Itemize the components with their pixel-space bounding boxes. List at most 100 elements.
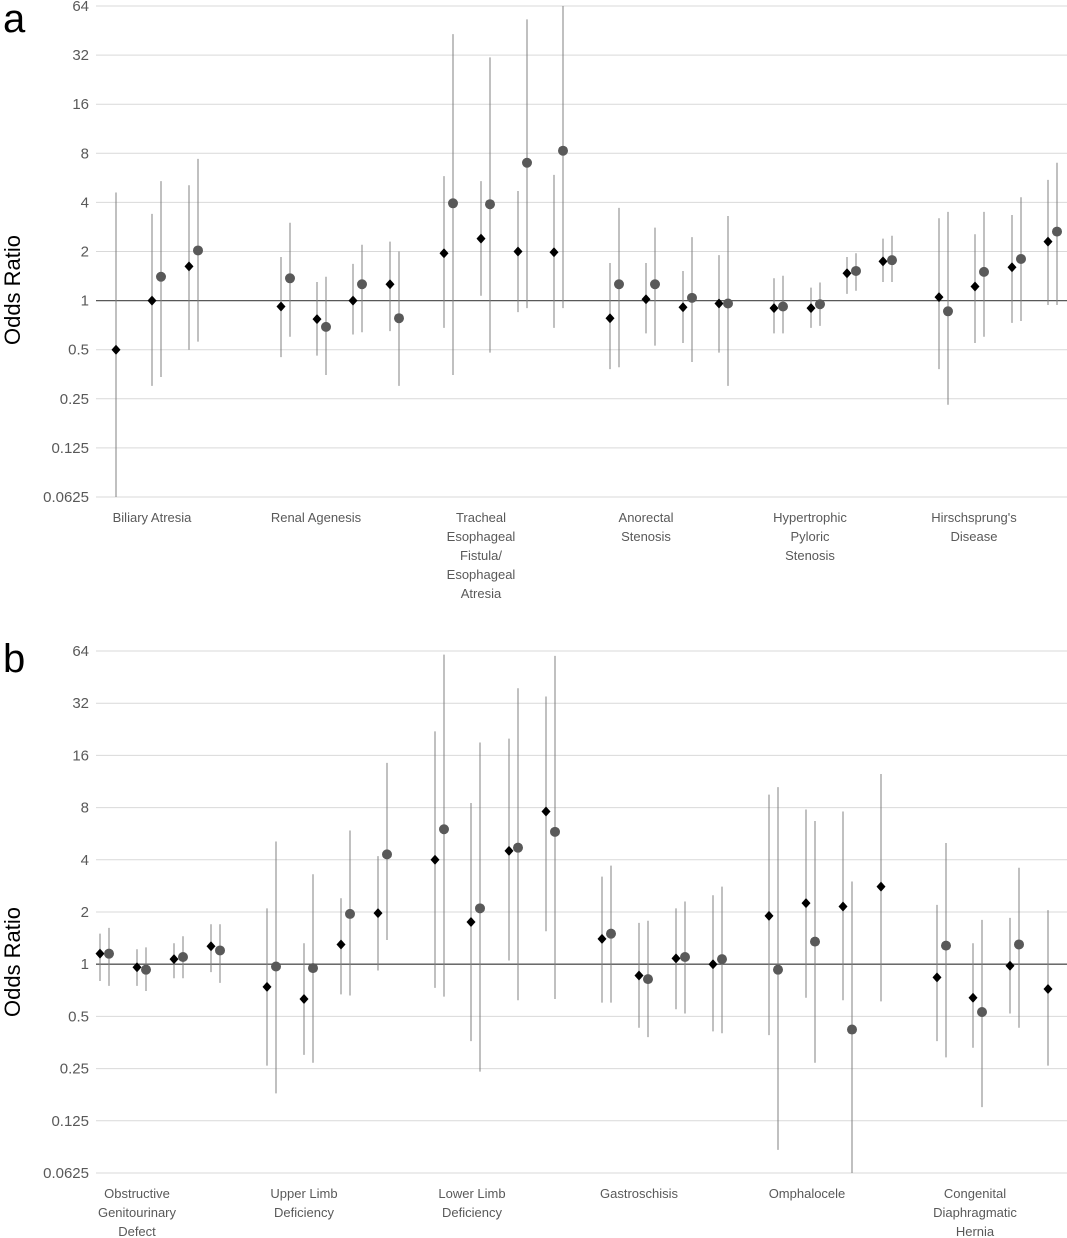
diamond-marker: [806, 303, 816, 314]
circle-marker: [321, 321, 331, 332]
circle-marker: [285, 273, 295, 284]
diamond-marker: [1043, 983, 1053, 994]
circle-marker: [394, 313, 404, 324]
y-tick-label: 2: [81, 904, 89, 921]
circle-marker: [847, 1024, 857, 1035]
circle-marker: [513, 842, 523, 853]
diamond-marker: [549, 247, 559, 258]
diamond-marker: [147, 295, 157, 306]
circle-marker: [141, 964, 151, 975]
diamond-marker: [932, 972, 942, 983]
diamond-marker: [678, 302, 688, 313]
diamond-marker: [1007, 262, 1017, 273]
circle-marker: [977, 1007, 987, 1018]
diamond-marker: [801, 898, 811, 909]
circle-marker: [439, 824, 449, 835]
circle-marker: [156, 271, 166, 282]
diamond-marker: [476, 233, 486, 244]
circle-marker: [448, 198, 458, 209]
circle-marker: [717, 954, 727, 965]
diamond-marker: [876, 881, 886, 892]
y-tick-label: 16: [72, 747, 89, 764]
circle-marker: [308, 963, 318, 974]
circle-marker: [1014, 939, 1024, 950]
circle-marker: [345, 908, 355, 919]
circle-marker: [485, 199, 495, 210]
circle-marker: [1016, 253, 1026, 264]
y-tick-label: 16: [72, 96, 89, 113]
diamond-marker: [439, 248, 449, 259]
y-axis-title: Odds Ratio: [0, 235, 25, 345]
circle-marker: [357, 279, 367, 290]
diamond-marker: [968, 992, 978, 1003]
diamond-marker: [605, 313, 615, 324]
diamond-marker: [842, 268, 852, 279]
y-tick-label: 32: [72, 47, 89, 64]
circle-marker: [475, 903, 485, 914]
diamond-marker: [764, 910, 774, 921]
diamond-marker: [597, 933, 607, 944]
y-tick-label: 4: [81, 194, 89, 211]
circle-marker: [193, 245, 203, 256]
circle-marker: [104, 948, 114, 959]
diamond-marker: [1043, 236, 1053, 247]
circle-marker: [550, 826, 560, 837]
circle-marker: [606, 928, 616, 939]
circle-marker: [650, 279, 660, 290]
y-axis-title: Odds Ratio: [0, 907, 25, 1017]
diamond-marker: [385, 279, 395, 290]
circle-marker: [382, 849, 392, 860]
circle-marker: [723, 298, 733, 309]
diamond-marker: [184, 261, 194, 272]
category-label: Anorectal Stenosis: [619, 510, 674, 544]
diamond-marker: [262, 981, 272, 992]
diamond-marker: [373, 908, 383, 919]
circle-marker: [614, 279, 624, 290]
y-tick-label: 64: [72, 643, 89, 660]
diamond-marker: [769, 303, 779, 314]
diamond-marker: [708, 959, 718, 970]
diamond-marker: [348, 295, 358, 306]
circle-marker: [979, 266, 989, 277]
diamond-marker: [1005, 960, 1015, 971]
diamond-marker: [714, 298, 724, 309]
panel-a: a Odds Ratio 64 32 16 8 4 2 1 0.5 0.25 0.125 0.0625 B…: [0, 0, 1067, 601]
circle-marker: [815, 299, 825, 310]
diamond-marker: [276, 301, 286, 312]
circle-marker: [215, 945, 225, 956]
circle-marker: [687, 292, 697, 303]
circle-marker: [810, 936, 820, 947]
diamond-marker: [671, 953, 681, 964]
category-label: Obstructive Genitourinary Defect: [98, 1186, 177, 1238]
circle-marker: [680, 952, 690, 963]
diamond-marker: [541, 806, 551, 817]
category-label: Hirschsprung's Disease: [931, 510, 1017, 544]
diamond-marker: [934, 292, 944, 303]
category-label: Hypertrophic Pyloric Stenosis: [773, 510, 847, 563]
diamond-marker: [838, 901, 848, 912]
circle-marker: [941, 940, 951, 951]
diamond-marker: [504, 845, 514, 856]
circle-marker: [773, 964, 783, 975]
y-tick-label: 0.125: [51, 1113, 89, 1130]
y-tick-label: 0.5: [68, 342, 89, 359]
y-tick-label: 0.5: [68, 1008, 89, 1025]
circle-marker: [1052, 226, 1062, 237]
y-tick-label: 32: [72, 695, 89, 712]
panel-label: b: [3, 637, 25, 681]
circle-marker: [522, 157, 532, 168]
category-label: Biliary Atresia: [113, 510, 193, 525]
diamond-marker: [206, 941, 216, 952]
y-tick-label: 1: [81, 293, 89, 310]
diamond-marker: [513, 246, 523, 257]
diamond-marker: [970, 281, 980, 292]
diamond-marker: [299, 993, 309, 1004]
category-label: Lower Limb Deficiency: [438, 1186, 505, 1220]
y-tick-label: 0.0625: [43, 489, 89, 506]
circle-marker: [643, 974, 653, 985]
category-label: Tracheal Esophageal Fistula/Esophageal Atre…: [447, 510, 516, 601]
diamond-marker: [169, 954, 179, 965]
diamond-marker: [641, 294, 651, 305]
y-tick-label: 8: [81, 145, 89, 162]
diamond-marker: [312, 314, 322, 325]
